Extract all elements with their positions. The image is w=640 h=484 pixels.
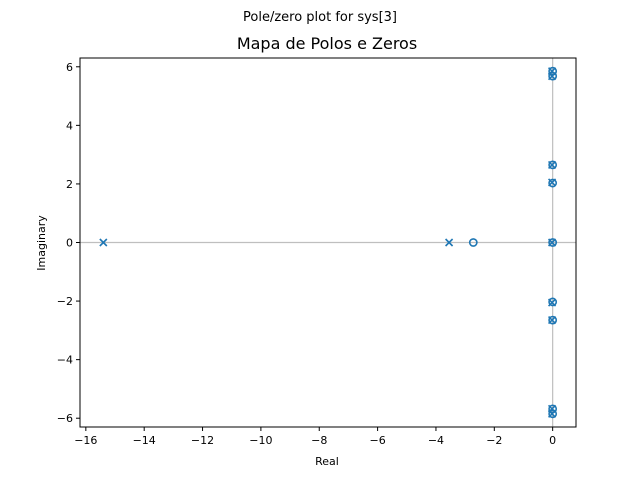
zero-marker [548,404,558,414]
y-axis-label: Imaginary [35,215,48,271]
zero-marker [548,315,558,325]
y-tick-label: 2 [66,178,73,191]
y-tick-label: 6 [66,61,73,74]
zero-marker [548,160,558,170]
x-tick-label: −16 [74,434,97,447]
zero-marker [548,409,558,419]
x-tick-label: −6 [369,434,385,447]
x-tick-label: −4 [428,434,444,447]
zero-marker [548,66,558,76]
y-tick-label: −2 [57,295,73,308]
x-axis-label: Real [315,455,339,468]
y-tick-label: −4 [57,354,73,367]
zero-marker [548,238,558,247]
zero-marker [548,178,558,188]
x-tick-label: 0 [549,434,556,447]
x-tick-label: −12 [191,434,214,447]
chart-suptitle: Pole/zero plot for sys[3] [243,10,397,25]
x-tick-label: −14 [133,434,156,447]
zero-marker [468,238,478,247]
x-tick-label: −10 [249,434,272,447]
x-tick-label: −8 [311,434,327,447]
pole-marker-stroke [445,238,454,247]
pole-marker [99,238,108,247]
pole-marker [445,238,454,247]
y-tick-label: −6 [57,412,73,425]
y-tick-label: 4 [66,119,73,132]
pole-marker-stroke [99,238,108,247]
zero-marker [548,71,558,81]
y-tick-label: 0 [66,237,73,250]
x-tick-label: −2 [486,434,502,447]
chart-title: Mapa de Polos e Zeros [237,34,417,53]
zero-marker [548,297,558,307]
plot-area: −16 −14 −12 −10 −8 −6 −4 −2 0 −6 −4 −2 0 2 4 6 [57,57,577,447]
